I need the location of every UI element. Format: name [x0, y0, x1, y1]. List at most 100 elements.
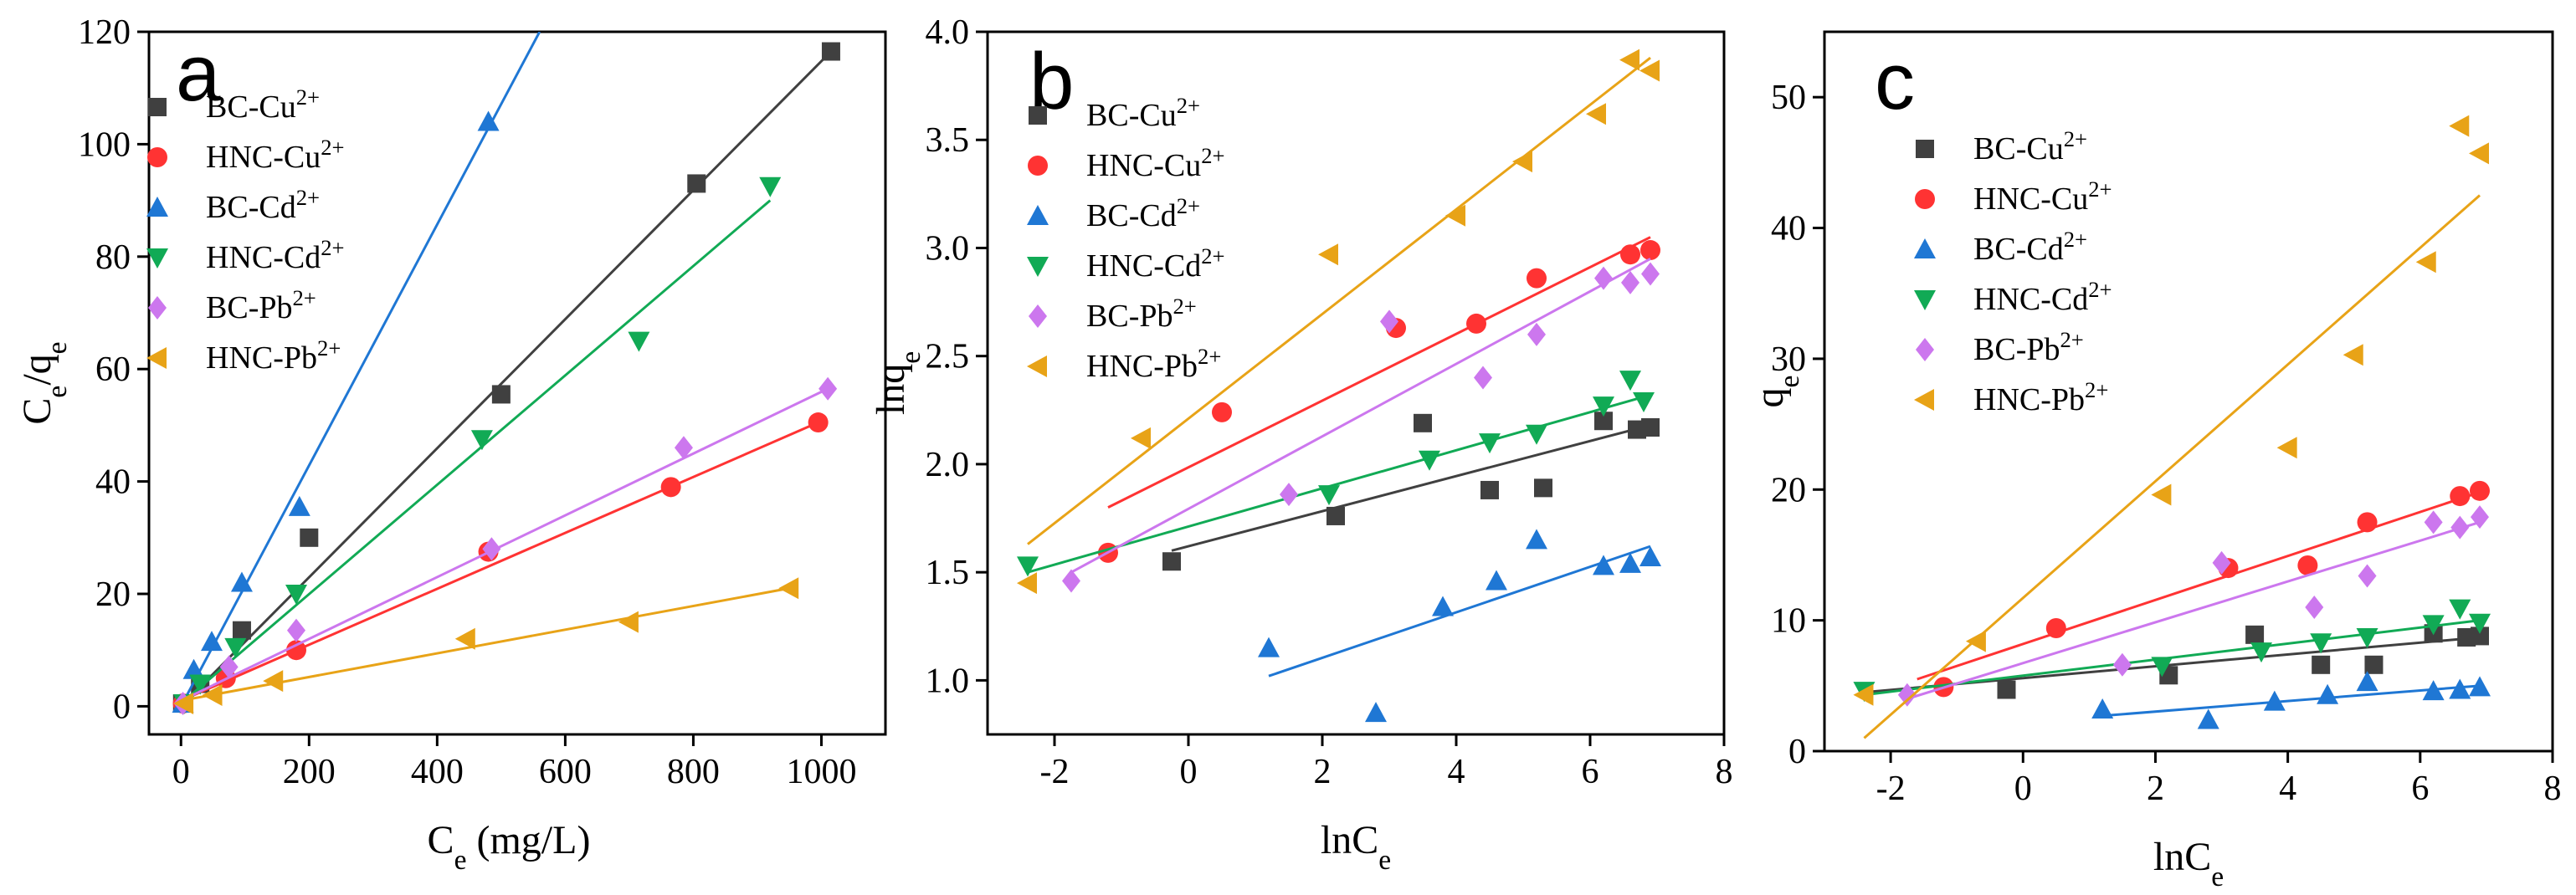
point-bc-pb2- — [2112, 652, 2132, 677]
x-tick-label: 0 — [2014, 770, 2032, 808]
x-tick-label: 2 — [2147, 770, 2164, 808]
y-tick-label: 0 — [113, 688, 131, 726]
point-bc-cu2- — [1997, 680, 2016, 699]
fit-line-hnc-pb2- — [1863, 194, 2481, 739]
point-hnc-pb2- — [2415, 251, 2436, 274]
point-hnc-cu2- — [2297, 555, 2318, 575]
point-hnc-cd2- — [1017, 556, 1039, 577]
y-tick-label: 60 — [95, 350, 131, 389]
point-bc-cu2- — [2364, 655, 2384, 674]
point-hnc-pb2- — [1445, 204, 1465, 227]
point-bc-pb2- — [2305, 596, 2324, 619]
legend-label-bc-cd2-: BC-Cd2+ — [1973, 227, 2087, 267]
panel-letter: c — [1875, 37, 1915, 126]
x-tick-label: 200 — [283, 753, 336, 791]
point-hnc-cd2- — [2250, 642, 2272, 663]
fit-line-bc-pb2- — [1906, 520, 2481, 700]
point-hnc-cd2- — [1526, 424, 1547, 445]
point-bc-cd2- — [1365, 702, 1387, 723]
point-bc-pb2- — [1641, 262, 1660, 286]
point-bc-cu2- — [1480, 480, 1499, 499]
point-hnc-cd2- — [224, 637, 247, 658]
x-axis-label: lnCe — [1321, 818, 1391, 876]
point-hnc-pb2- — [2449, 115, 2470, 137]
plot-area — [172, 32, 840, 716]
point-bc-cu2- — [2312, 655, 2331, 674]
point-hnc-pb2- — [202, 683, 223, 706]
legend-marker-hnc-cu2- — [1915, 189, 1935, 209]
plot-area — [1017, 49, 1661, 723]
point-hnc-cd2- — [189, 674, 212, 695]
point-hnc-pb2- — [1512, 151, 1532, 173]
legend-label-hnc-pb2-: HNC-Pb2+ — [206, 335, 341, 376]
point-hnc-cd2- — [2310, 633, 2332, 654]
point-bc-pb2- — [482, 537, 501, 561]
y-axis-label-group: Ce/qe — [15, 341, 73, 424]
point-bc-cd2- — [182, 658, 205, 679]
point-hnc-cu2- — [1640, 240, 1660, 261]
y-tick-label: 2.5 — [926, 338, 970, 376]
point-bc-cd2- — [1593, 555, 1614, 575]
point-bc-cd2- — [477, 110, 500, 131]
y-tick-label: 1.0 — [926, 662, 970, 700]
point-bc-pb2- — [818, 376, 838, 401]
legend-marker-bc-cu2- — [1916, 140, 1934, 158]
point-hnc-cu2- — [286, 640, 306, 661]
point-bc-cu2- — [2245, 625, 2265, 644]
point-hnc-cu2- — [1620, 244, 1640, 265]
x-tick-label: 800 — [667, 753, 720, 791]
legend-label-bc-cd2-: BC-Cd2+ — [1086, 193, 1200, 233]
panel-letter: a — [176, 28, 221, 118]
legend-label-hnc-pb2-: HNC-Pb2+ — [1086, 344, 1221, 384]
point-bc-cd2- — [230, 571, 253, 592]
y-tick-label: 40 — [95, 463, 131, 502]
point-hnc-cd2- — [2151, 657, 2173, 678]
y-axis-label: lnqe — [869, 351, 926, 415]
point-bc-cu2- — [1594, 412, 1613, 431]
fit-line-hnc-cu2- — [180, 421, 819, 703]
x-tick-label: -2 — [1876, 770, 1906, 808]
fit-line-hnc-cd2- — [1027, 393, 1651, 574]
fit-line-bc-cd2- — [179, 32, 541, 708]
point-bc-pb2- — [287, 618, 305, 642]
point-hnc-pb2- — [2343, 344, 2363, 366]
axes-frame — [1823, 30, 2554, 753]
legend-marker-hnc-pb2- — [1914, 389, 1934, 411]
y-tick-label: 120 — [78, 13, 131, 52]
point-hnc-cu2- — [660, 477, 681, 498]
legend-marker-hnc-cd2- — [1914, 290, 1936, 310]
y-axis-label: qe — [1747, 376, 1805, 408]
point-bc-cu2- — [1534, 478, 1552, 498]
legend-label-bc-pb2-: BC-Pb2+ — [1973, 327, 2084, 367]
legend-label-bc-cu2-: BC-Cu2+ — [206, 84, 320, 125]
point-hnc-cd2- — [1419, 450, 1440, 471]
legend-label-hnc-cu2-: HNC-Cu2+ — [1086, 143, 1225, 183]
legend-label-hnc-cd2-: HNC-Cd2+ — [1973, 277, 2112, 317]
point-bc-pb2- — [2358, 564, 2377, 588]
point-hnc-pb2- — [1853, 683, 1874, 706]
point-hnc-cu2- — [2357, 512, 2378, 533]
point-bc-cd2- — [2091, 698, 2114, 719]
y-tick-label: 20 — [1771, 471, 1806, 509]
point-hnc-pb2- — [2276, 437, 2297, 459]
point-hnc-pb2- — [2151, 483, 2172, 506]
point-bc-pb2- — [1897, 683, 1917, 707]
y-axis-label-group: lnqe — [869, 351, 926, 415]
legend-marker-bc-cd2- — [1914, 238, 1936, 258]
point-bc-cu2- — [491, 385, 511, 404]
legend-marker-hnc-cd2- — [1027, 257, 1049, 277]
point-hnc-pb2- — [618, 611, 639, 633]
point-bc-cu2- — [2471, 626, 2489, 646]
point-hnc-cd2- — [285, 585, 307, 605]
point-hnc-cu2- — [2470, 480, 2490, 501]
point-bc-cd2- — [1432, 596, 1454, 616]
legend-marker-bc-cd2- — [146, 197, 168, 217]
y-tick-label: 30 — [1771, 340, 1806, 379]
legend-label-bc-pb2-: BC-Pb2+ — [1086, 294, 1197, 334]
point-bc-pb2- — [2450, 515, 2470, 540]
point-hnc-cu2- — [2045, 618, 2066, 639]
point-hnc-cd2- — [2469, 613, 2491, 634]
point-hnc-pb2- — [1619, 49, 1640, 71]
x-axis-label: Ce (mg/L) — [428, 818, 591, 876]
